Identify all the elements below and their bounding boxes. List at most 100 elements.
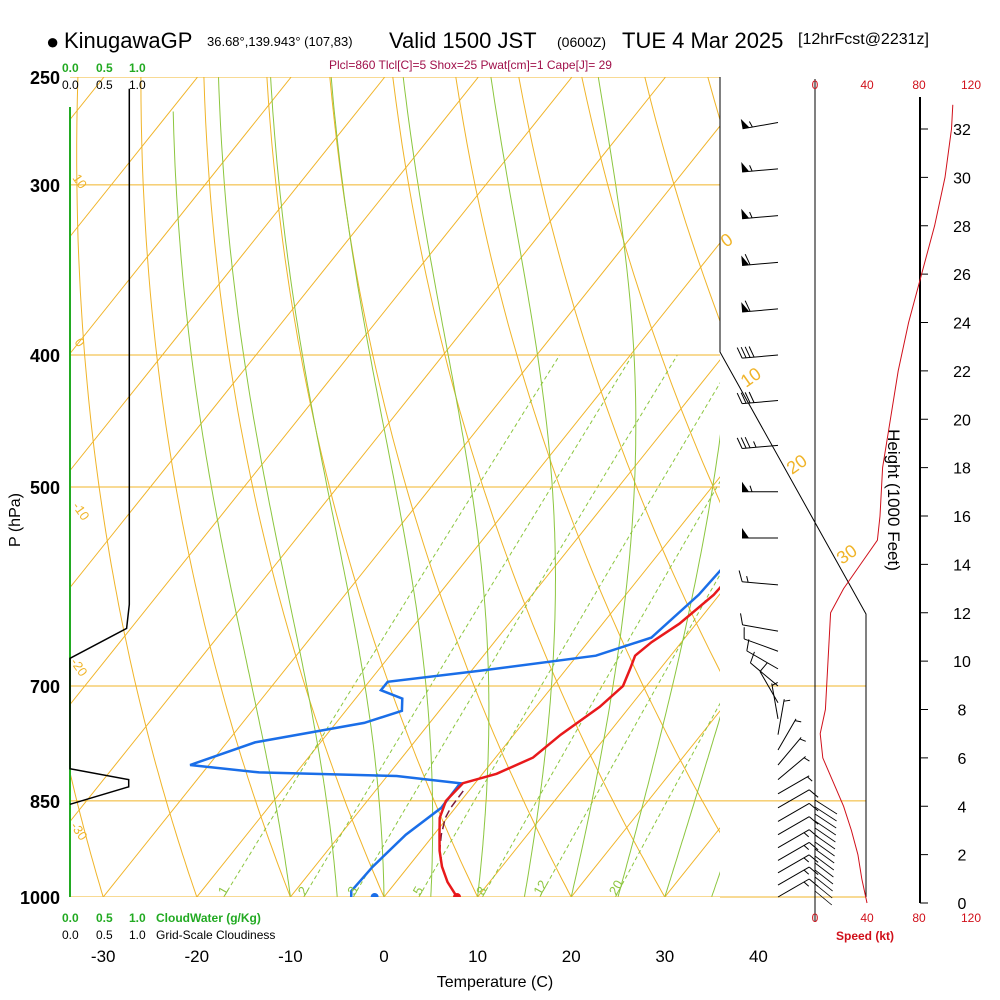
height-tick-label: 20: [953, 412, 971, 429]
isotherm-line: [758, 77, 1000, 897]
isotherm-line: [70, 77, 386, 472]
moist-adiabat: [218, 77, 338, 897]
cloudwater-tick-bottom: 0.0: [62, 911, 79, 925]
valid-time: Valid 1500 JST: [389, 28, 537, 53]
speed-tick-top: 40: [860, 78, 874, 92]
wind-barb-staff: [777, 775, 810, 795]
isotherm-label: -20: [68, 655, 91, 679]
wind-barb-full: [740, 346, 747, 359]
pressure-tick-label: 1000: [20, 888, 60, 908]
height-tick-label: 4: [958, 799, 967, 816]
low-level-hatch: [814, 855, 835, 871]
moist-adiabat: [490, 77, 556, 897]
wind-barb: [777, 866, 819, 886]
cloudiness-panel: 0.0 0.0 0.5 0.5 1.0 1.0 0.0 0.0 0.5 0.5 1.0 1.0 Clou…: [62, 61, 275, 942]
temperature-tick-label: 10: [468, 947, 487, 966]
wind-barb-staff: [744, 638, 779, 652]
wind-barb-full: [749, 651, 755, 664]
valid-date: TUE 4 Mar 2025: [622, 28, 784, 53]
isotherm-line: [0, 77, 10, 897]
height-tick-label: 30: [953, 170, 971, 187]
wind-barb: [777, 775, 813, 795]
wind-barb-full: [736, 392, 743, 404]
dry-adiabat: [140, 77, 291, 897]
wind-barb-half: [748, 121, 753, 128]
temperature-tick-label: -20: [185, 947, 210, 966]
station-name: KinugawaGP: [64, 28, 193, 53]
wind-barb-half: [803, 832, 810, 838]
low-level-hatch: [814, 869, 834, 885]
wind-barb-half: [794, 720, 802, 723]
wind-barb-full: [808, 854, 819, 863]
wind-barb: [741, 208, 779, 220]
surface-dewpoint-dot: [370, 893, 379, 897]
wind-barb-staff: [777, 756, 806, 780]
wind-barb-staff: [777, 816, 810, 836]
wind-barb: [749, 651, 779, 687]
speed-tick-top: 80: [912, 78, 926, 92]
speed-tick-bottom: 120: [961, 911, 981, 925]
wind-barb: [777, 816, 819, 836]
mixing-ratio-line: [352, 354, 678, 897]
pressure-tick-label: 300: [30, 176, 60, 196]
cloudiness-tick-top: 0.0: [62, 78, 79, 92]
wind-barb-half: [803, 845, 810, 850]
mixing-ratio-line: [223, 354, 561, 897]
height-tick-label: 26: [953, 267, 971, 284]
isotherm-label-right: 10: [737, 363, 765, 391]
moist-adiabat: [664, 715, 720, 897]
wind-barb-staff: [742, 261, 779, 266]
axes: 1 2 3 5 8 12 20100-10-20-300102030250300400500…: [7, 68, 861, 991]
cloudiness-tick-top: 1.0: [129, 78, 146, 92]
height-tick-label: 24: [953, 316, 971, 333]
wind-barb-full: [808, 803, 819, 812]
height-tick-label: 14: [953, 557, 971, 574]
wind-barb-flag: [741, 162, 750, 172]
dry-adiabat: [329, 77, 572, 897]
wind-barb: [777, 718, 802, 751]
wind-barb-staff: [742, 308, 779, 313]
wind-barb: [740, 118, 779, 130]
dry-adiabat: [266, 77, 479, 897]
cloudwater-tick-top: 1.0: [129, 61, 146, 75]
wind-barb: [777, 841, 819, 861]
wind-barb-full: [746, 639, 750, 651]
wind-barb: [738, 570, 779, 586]
mixing-ratio-label: 5: [410, 884, 427, 898]
isotherm-label-right: 30: [833, 540, 861, 568]
wind-barb-flag: [741, 302, 750, 313]
wind-barb-staff: [777, 802, 810, 822]
wind-barb-half: [783, 699, 791, 702]
wind-barb-staff: [742, 444, 779, 449]
wind-barb: [777, 699, 791, 735]
temperature-tick-label: 40: [749, 947, 768, 966]
wind-barb-half: [807, 776, 813, 782]
wind-speed-profile: [819, 104, 954, 904]
moist-adiabat: [570, 77, 637, 897]
wind-barb: [777, 854, 819, 874]
low-level-hatch: [814, 890, 833, 906]
low-level-hatch: [814, 848, 835, 864]
wind-barb-staff: [777, 878, 810, 898]
wind-barb-full: [744, 346, 751, 358]
valid-utc: (0600Z): [557, 34, 607, 50]
dry-adiabat: [581, 77, 720, 504]
forecast-info: [12hrFcst@2231z]: [798, 31, 929, 48]
temperature-tick-label: 30: [655, 947, 674, 966]
mixing-ratio-line: [418, 382, 720, 897]
wind-barb-half: [749, 211, 753, 219]
height-tick-label: 10: [953, 654, 971, 671]
pressure-tick-label: 400: [30, 346, 60, 366]
cloudwater-tick-bottom: 0.5: [96, 911, 113, 925]
dry-adiabat: [392, 77, 666, 897]
wind-barb-full: [740, 437, 747, 449]
wind-barb: [743, 627, 779, 652]
wind-barb-full: [740, 392, 747, 404]
station-dot-icon: ●: [46, 29, 60, 54]
wind-barb-full: [808, 866, 819, 875]
pressure-tick-label: 700: [30, 677, 60, 697]
surface-temperature-dot: [453, 893, 462, 897]
wind-barb: [777, 737, 806, 766]
temperature-tick-label: -30: [91, 947, 116, 966]
